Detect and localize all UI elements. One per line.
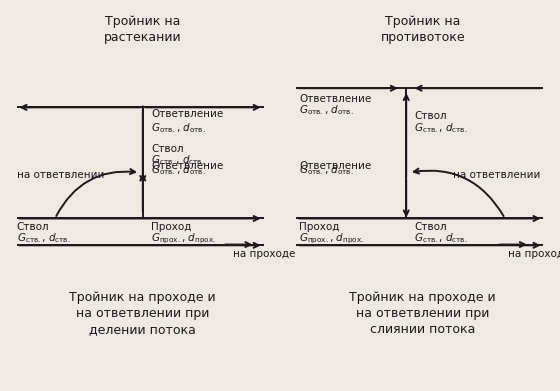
Text: Ответвление: Ответвление [299, 94, 371, 104]
Text: Ствол: Ствол [17, 222, 49, 231]
Text: Ответвление: Ответвление [299, 161, 371, 170]
Text: $G_{\rm ств.}$, $d_{\rm ств.}$: $G_{\rm ств.}$, $d_{\rm ств.}$ [151, 153, 205, 167]
Text: Проход: Проход [299, 222, 339, 231]
Text: Ствол: Ствол [414, 111, 447, 121]
Text: Тройник на проходе и
на ответвлении при
делении потока: Тройник на проходе и на ответвлении при … [69, 291, 216, 336]
Text: Ответвление: Ответвление [151, 161, 223, 170]
FancyArrowPatch shape [56, 169, 135, 216]
Text: $G_{\rm прох.}$, $d_{\rm прох.}$: $G_{\rm прох.}$, $d_{\rm прох.}$ [151, 231, 216, 246]
Text: Ствол: Ствол [151, 144, 184, 154]
Text: на проходе: на проходе [508, 249, 560, 259]
Text: $G_{\rm ств.}$, $d_{\rm ств.}$: $G_{\rm ств.}$, $d_{\rm ств.}$ [414, 231, 468, 245]
Text: на проходе: на проходе [234, 249, 296, 259]
Text: Проход: Проход [151, 222, 192, 231]
Text: Ответвление: Ответвление [151, 109, 223, 119]
FancyArrowPatch shape [414, 169, 503, 216]
Text: Тройник на
растекании: Тройник на растекании [104, 15, 181, 45]
Text: $G_{\rm ств.}$, $d_{\rm ств.}$: $G_{\rm ств.}$, $d_{\rm ств.}$ [414, 121, 468, 135]
Text: Тройник на проходе и
на ответвлении при
слиянии потока: Тройник на проходе и на ответвлении при … [349, 291, 496, 336]
Text: $G_{\rm отв.}$, $d_{\rm отв.}$: $G_{\rm отв.}$, $d_{\rm отв.}$ [299, 163, 354, 177]
Text: $G_{\rm отв.}$, $d_{\rm отв.}$: $G_{\rm отв.}$, $d_{\rm отв.}$ [151, 163, 206, 177]
Text: $G_{\rm отв.}$, $d_{\rm отв.}$: $G_{\rm отв.}$, $d_{\rm отв.}$ [151, 121, 206, 135]
Text: на ответвлении: на ответвлении [453, 170, 540, 180]
Text: Ствол: Ствол [414, 222, 447, 231]
Text: $G_{\rm ств.}$, $d_{\rm ств.}$: $G_{\rm ств.}$, $d_{\rm ств.}$ [17, 231, 71, 245]
Text: Тройник на
противотоке: Тройник на противотоке [380, 15, 465, 45]
Text: на ответвлении: на ответвлении [17, 170, 104, 180]
Text: $G_{\rm отв.}$, $d_{\rm отв.}$: $G_{\rm отв.}$, $d_{\rm отв.}$ [299, 104, 354, 117]
Text: $G_{\rm прох.}$, $d_{\rm прох.}$: $G_{\rm прох.}$, $d_{\rm прох.}$ [299, 231, 364, 246]
